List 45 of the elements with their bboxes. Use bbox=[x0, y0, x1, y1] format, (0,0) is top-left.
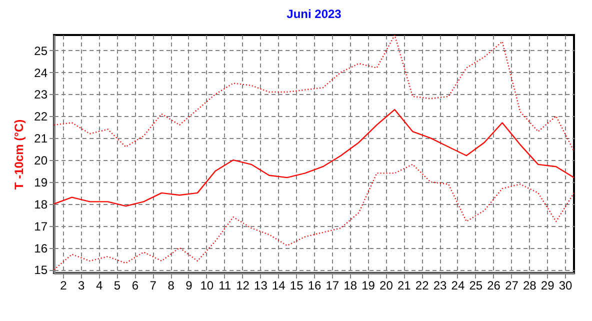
y-tick-label: 16 bbox=[34, 241, 48, 256]
y-tick-label: 20 bbox=[34, 154, 48, 168]
y-tick-label: 24 bbox=[34, 66, 48, 80]
x-tick-label: 10 bbox=[200, 278, 214, 292]
line-series bbox=[54, 35, 574, 152]
x-tick-label: 29 bbox=[540, 278, 555, 292]
x-tick-label: 27 bbox=[505, 278, 519, 292]
x-tick-label: 21 bbox=[397, 278, 412, 292]
x-tick-label: 9 bbox=[186, 278, 193, 292]
x-tick-label: 6 bbox=[132, 278, 139, 292]
line-series bbox=[54, 164, 574, 270]
x-tick-label: 26 bbox=[487, 278, 501, 292]
line-series bbox=[54, 108, 574, 207]
x-tick-label: 5 bbox=[114, 278, 121, 292]
x-tick-label: 12 bbox=[236, 278, 250, 292]
x-tick-label: 19 bbox=[362, 278, 376, 292]
y-tick-label: 18 bbox=[34, 197, 48, 212]
x-tick-label: 17 bbox=[326, 278, 340, 292]
y-tick-label: 17 bbox=[34, 219, 48, 234]
y-tick-label: 21 bbox=[34, 132, 48, 146]
x-tick-label: 28 bbox=[522, 278, 537, 292]
x-tick-label: 23 bbox=[433, 278, 448, 292]
x-tick-label: 24 bbox=[451, 278, 465, 292]
x-tick-label: 13 bbox=[254, 278, 268, 292]
x-tick-label: 14 bbox=[272, 278, 286, 292]
x-tick-label: 8 bbox=[168, 278, 175, 292]
y-tick-label: 23 bbox=[34, 88, 48, 102]
x-tick-label: 30 bbox=[558, 278, 573, 292]
x-tick-label: 15 bbox=[290, 278, 304, 292]
x-tick-label: 11 bbox=[218, 278, 232, 292]
x-tick-label: 16 bbox=[308, 278, 322, 292]
x-tick-label: 20 bbox=[380, 278, 394, 292]
x-tick-label: 18 bbox=[344, 278, 358, 292]
x-tick-label: 2 bbox=[60, 278, 68, 292]
chart-title: Juni 2023 bbox=[286, 7, 342, 21]
y-tick-label: 25 bbox=[34, 44, 48, 58]
y-tick-label: 22 bbox=[34, 110, 48, 124]
y-axis-title: T -10cm (°C) bbox=[12, 119, 26, 190]
x-tick-label: 25 bbox=[469, 278, 483, 292]
x-tick-label: 4 bbox=[96, 278, 103, 292]
y-tick-label: 19 bbox=[34, 175, 48, 190]
x-tick-label: 7 bbox=[150, 278, 157, 292]
x-tick-label: 22 bbox=[415, 278, 430, 292]
y-tick-label: 15 bbox=[34, 263, 48, 278]
x-tick-label: 3 bbox=[78, 278, 86, 292]
